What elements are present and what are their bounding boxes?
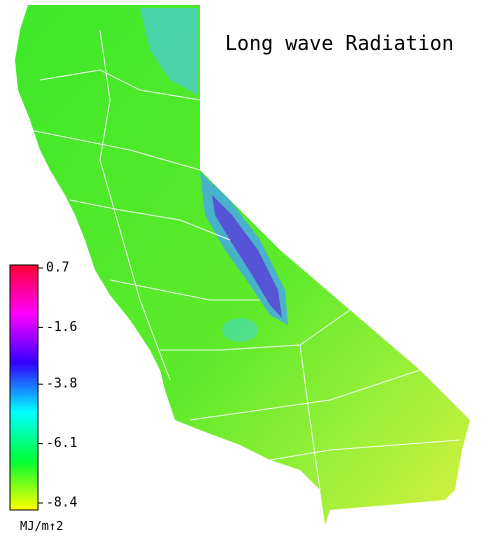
colorbar-unit: MJ/m↑2 — [20, 519, 63, 533]
county-lines — [29, 29, 461, 491]
northeast-high — [140, 8, 198, 95]
tick-label: -3.8 — [46, 377, 77, 392]
tick-label: -6.1 — [46, 436, 77, 451]
sierra-peaks — [212, 195, 282, 318]
tick-label: -8.4 — [46, 496, 77, 511]
colorbar: 0.7 -1.6 -3.8 -6.1 -8.4 — [9, 261, 77, 511]
california-map — [15, 5, 470, 525]
colorbar-ramp — [9, 264, 39, 511]
map-title: Long wave Radiation — [225, 31, 454, 55]
mountain-patch — [222, 318, 258, 342]
tick-label: -1.6 — [46, 320, 77, 335]
tick-label: 0.7 — [46, 261, 69, 276]
